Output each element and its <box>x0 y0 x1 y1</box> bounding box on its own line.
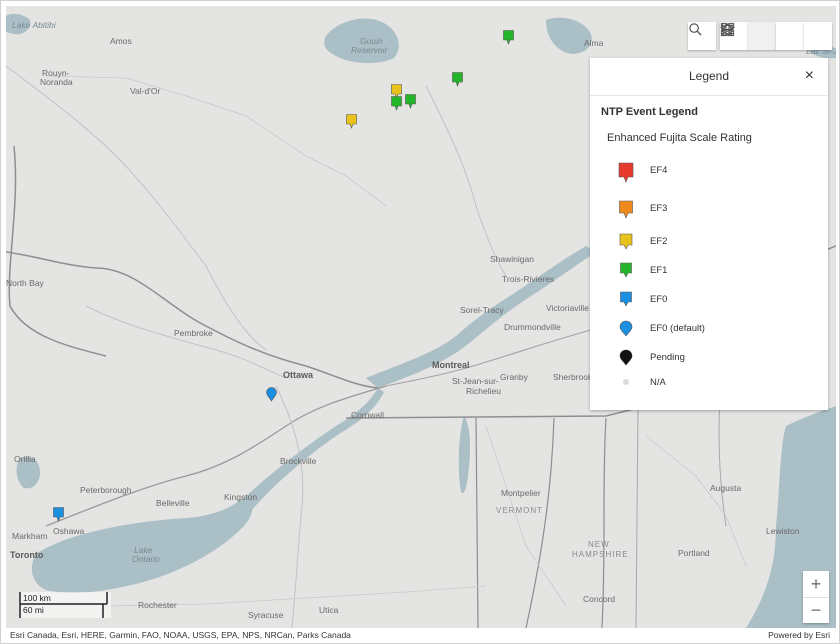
ef0-default-teardrop-icon <box>619 320 633 337</box>
event-marker-ef2[interactable] <box>391 84 402 99</box>
place-label: Oshawa <box>53 526 85 536</box>
ef4-pin-icon <box>618 162 634 183</box>
layers-icon <box>720 23 735 35</box>
place-label: Granby <box>500 372 528 382</box>
ef1-pin-icon <box>620 262 632 278</box>
zoom-out-button[interactable]: − <box>803 597 829 623</box>
place-label: Val-d'Or <box>130 86 161 96</box>
legend-item-label: EF1 <box>650 265 668 276</box>
place-label: Kingston <box>224 492 258 502</box>
place-label: Cornwall <box>351 410 385 420</box>
legend-title: Legend <box>688 69 730 83</box>
zoom-in-button[interactable]: + <box>810 573 822 594</box>
place-label: HAMPSHIRE <box>572 550 629 559</box>
place-label: Sorel-Tracy <box>460 305 504 315</box>
search-toolbar <box>688 22 716 50</box>
legend-item-label: EF4 <box>650 165 668 176</box>
event-marker-ef1[interactable] <box>391 96 402 111</box>
legend-item-label: EF0 <box>650 294 668 305</box>
legend-item-label: Pending <box>650 352 685 363</box>
place-label: Noranda <box>40 77 73 87</box>
place-label: Amos <box>110 36 132 46</box>
attribution-text[interactable]: Esri Canada, Esri, HERE, Garmin, FAO, NO… <box>10 630 351 640</box>
ef3-pin-icon <box>619 200 633 219</box>
place-label: Shawinigan <box>490 254 534 264</box>
place-label: Peterborough <box>80 485 132 495</box>
basemap-gallery-icon <box>720 22 735 37</box>
layers-button[interactable] <box>720 22 804 50</box>
place-label: Gouin <box>360 36 383 46</box>
place-label: Concord <box>583 594 616 604</box>
event-marker-ef1[interactable] <box>503 30 514 45</box>
place-label: Montpelier <box>501 488 541 498</box>
scale-imperial-label: 60 mi <box>23 605 44 615</box>
na-dot-icon <box>623 379 629 385</box>
legend-button[interactable] <box>721 22 776 50</box>
search-button[interactable] <box>688 22 716 50</box>
place-label: Victoriaville <box>546 303 589 313</box>
place-label: Lake Abitibi <box>12 20 56 30</box>
place-label: Toronto <box>10 550 44 560</box>
place-label: Portland <box>678 548 710 558</box>
place-label: Sherbrooke <box>553 372 597 382</box>
legend-item-label: N/A <box>650 377 666 388</box>
legend-layer-title: NTP Event Legend <box>601 106 698 118</box>
place-label: Orillia <box>14 454 36 464</box>
place-label: Augusta <box>710 483 742 493</box>
widget-toolbar <box>720 22 832 50</box>
scale-bar-graphic <box>19 592 111 618</box>
legend-panel: Legend × NTP Event Legend Enhanced Fujit… <box>590 58 828 410</box>
place-label: Utica <box>319 605 339 615</box>
event-marker-ef1[interactable] <box>452 72 463 87</box>
legend-header: Legend × <box>590 58 828 96</box>
place-label: Drummondville <box>504 322 561 332</box>
event-marker-ef0-default[interactable] <box>266 387 277 402</box>
legend-item-label: EF3 <box>650 203 668 214</box>
place-label: Ottawa <box>283 370 314 380</box>
event-marker-ef0[interactable] <box>53 507 64 522</box>
attribution-bar: Esri Canada, Esri, HERE, Garmin, FAO, NO… <box>2 628 839 643</box>
place-label: Markham <box>12 531 48 541</box>
place-label: Richelieu <box>466 386 501 396</box>
place-label: Rochester <box>138 600 177 610</box>
zoom-control: + − <box>803 571 829 623</box>
place-label: North Bay <box>6 278 44 288</box>
place-label: Rouyn- <box>42 68 70 78</box>
basemap-gallery-button[interactable] <box>720 22 832 50</box>
place-label: Ontario <box>132 554 160 564</box>
place-label: Lake <box>134 545 153 555</box>
close-icon[interactable]: × <box>804 67 814 84</box>
place-label: NEW <box>588 540 610 549</box>
pending-teardrop-icon <box>619 349 633 366</box>
event-marker-ef1[interactable] <box>405 94 416 109</box>
place-label: Lac St-Jean <box>806 46 836 56</box>
ef0-pin-icon <box>620 291 632 307</box>
scale-metric-label: 100 km <box>23 593 51 603</box>
place-label: St-Jean-sur- <box>452 376 499 386</box>
place-label: Alma <box>584 38 604 48</box>
search-icon <box>689 23 702 36</box>
legend-item-label: EF2 <box>650 236 668 247</box>
place-label: Belleville <box>156 498 190 508</box>
map-canvas[interactable]: Lake Abitibi Amos Rouyn- Noranda Val-d'O… <box>6 6 836 628</box>
place-label: Lewiston <box>766 526 800 536</box>
place-label: Trois-Rivieres <box>502 274 555 284</box>
place-label: Reservoir <box>351 45 388 55</box>
powered-by-link[interactable]: Powered by Esri <box>768 630 830 640</box>
legend-field-title: Enhanced Fujita Scale Rating <box>607 132 752 144</box>
place-label: Syracuse <box>248 610 284 620</box>
place-label: Brockville <box>280 456 317 466</box>
legend-item-label: EF0 (default) <box>650 323 705 334</box>
place-label: Pembroke <box>174 328 213 338</box>
place-label: VERMONT <box>496 506 543 515</box>
event-marker-ef2[interactable] <box>346 114 357 129</box>
ef2-pin-icon <box>619 233 633 250</box>
place-label: Montreal <box>432 360 470 370</box>
